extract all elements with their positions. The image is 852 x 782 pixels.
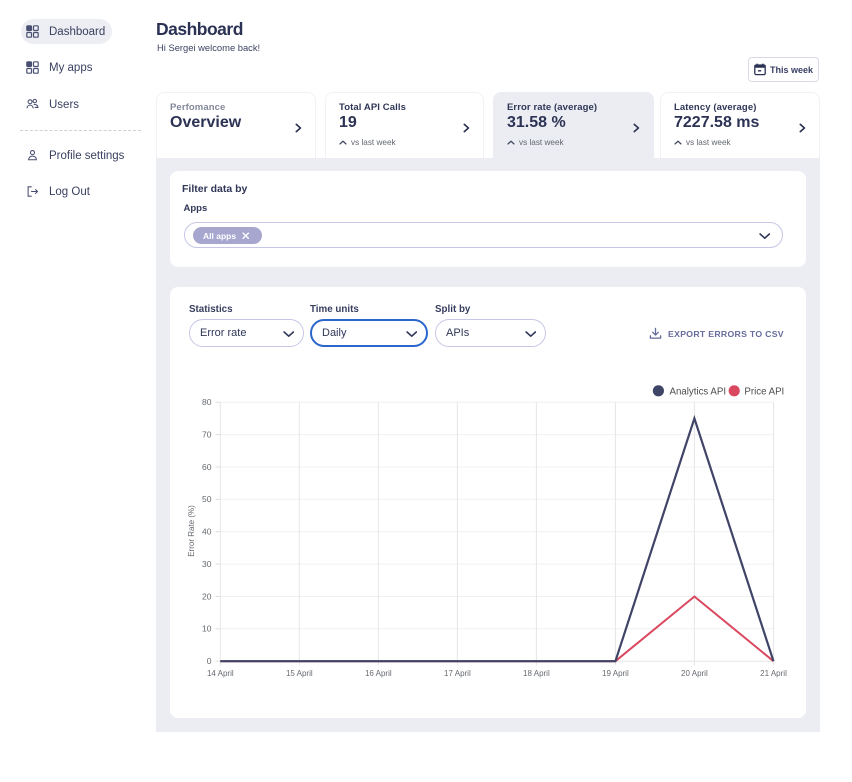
svg-text:40: 40 [202,527,212,537]
svg-text:19 April: 19 April [602,669,629,678]
svg-text:60: 60 [202,462,212,472]
svg-text:70: 70 [202,430,212,440]
svg-text:16 April: 16 April [365,669,392,678]
svg-text:0: 0 [207,656,212,666]
svg-text:Error Rate (%): Error Rate (%) [187,505,196,557]
svg-text:14 April: 14 April [207,669,234,678]
svg-text:50: 50 [202,494,212,504]
svg-text:21 April: 21 April [760,669,787,678]
svg-text:80: 80 [202,397,212,407]
svg-text:15 April: 15 April [286,669,313,678]
svg-text:18 April: 18 April [523,669,550,678]
svg-text:Analytics API: Analytics API [670,386,727,397]
svg-text:Price API: Price API [744,386,784,397]
svg-text:10: 10 [202,624,212,634]
svg-text:30: 30 [202,559,212,569]
svg-text:20: 20 [202,591,212,601]
svg-text:20 April: 20 April [681,669,708,678]
svg-text:17 April: 17 April [444,669,471,678]
